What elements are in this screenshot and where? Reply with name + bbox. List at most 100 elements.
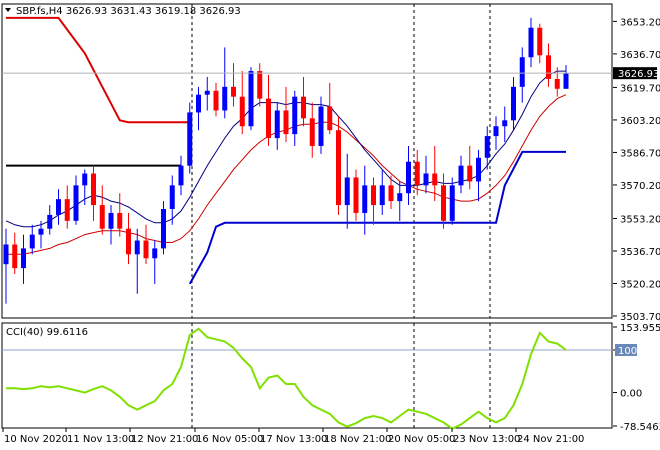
candle-body	[134, 240, 140, 255]
price-panel: 3653.20 3636.70 3619.70 3603.20 3586.70 3570.…	[1, 3, 660, 323]
price-tick-label: 3570.20	[620, 181, 660, 192]
candle-body	[239, 96, 245, 127]
candle-body	[29, 234, 35, 249]
candle-body	[371, 185, 376, 206]
time-tick-label: 23 Nov 13:00	[453, 434, 520, 445]
candle-body	[458, 165, 464, 186]
candle-body	[528, 27, 534, 58]
candle-body	[21, 248, 26, 269]
cci-tick-label: -78.5463	[620, 422, 660, 433]
candle-body	[283, 110, 289, 135]
time-tick-label: 24 Nov 21:00	[517, 434, 584, 445]
candle-body	[309, 118, 315, 146]
candle-body	[266, 98, 271, 139]
time-tick-label: 18 Nov 21:00	[324, 434, 391, 445]
cci-tick-label: 153.9559	[620, 323, 660, 334]
candle-body	[12, 244, 18, 269]
cci-line	[6, 327, 567, 430]
candle-body	[73, 185, 79, 221]
candle-body	[213, 90, 219, 111]
candle-body	[493, 126, 499, 137]
candle-body	[353, 177, 359, 213]
time-tick-label: 10 Nov 2020	[4, 434, 68, 445]
candle-body	[143, 240, 149, 259]
candle-body	[152, 248, 158, 259]
candle-body	[327, 106, 333, 131]
price-panel-frame	[1, 3, 613, 319]
candle-body	[108, 212, 114, 229]
price-tick-label: 3586.70	[620, 148, 660, 159]
candle-body	[344, 177, 350, 206]
time-tick-label: 16 Nov 05:00	[196, 434, 263, 445]
candle-body	[231, 86, 236, 97]
candle-body	[406, 161, 411, 194]
time-tick-label: 12 Nov 21:00	[131, 434, 198, 445]
candle-body	[467, 165, 473, 182]
candle-body	[292, 96, 298, 135]
price-tick-label: 3636.70	[620, 50, 660, 61]
symbol-header: SBP.fs,H4 3626.93 3631.43 3619.18 3626.9…	[16, 6, 241, 17]
candle-body	[3, 244, 9, 265]
candle-body	[423, 173, 429, 186]
time-tick-label: 17 Nov 13:00	[260, 434, 327, 445]
candle-body	[441, 185, 446, 221]
candle-body	[379, 185, 385, 206]
candle-body	[301, 96, 306, 119]
candle-body	[161, 208, 166, 249]
price-tick-label: 3503.70	[620, 312, 660, 323]
candle-body	[563, 73, 569, 89]
time-tick-label: 20 Nov 05:00	[388, 434, 455, 445]
price-tick-label: 3536.70	[620, 247, 660, 258]
candle-body	[38, 228, 44, 235]
candle-body	[222, 86, 228, 111]
candle-body	[56, 199, 61, 215]
candle-body	[336, 130, 341, 206]
candle-body	[388, 185, 394, 202]
upper-stop-line	[6, 16, 190, 124]
candle-body	[476, 157, 481, 182]
candle-body	[178, 165, 184, 186]
price-tick-label: 3619.70	[620, 83, 660, 94]
candle-body	[502, 120, 508, 127]
candle-body	[82, 173, 88, 186]
candle-body	[449, 185, 455, 221]
candle-body	[318, 106, 324, 146]
last-price-label: 3626.93	[618, 69, 659, 80]
cci-tick-label: 0.00	[620, 389, 642, 400]
candle-body	[47, 214, 53, 229]
candle-body	[204, 90, 210, 95]
candle-body	[546, 55, 551, 79]
candle-body	[99, 205, 105, 229]
candle-body	[414, 161, 420, 186]
candle-body	[257, 71, 263, 99]
candle-body	[537, 27, 543, 56]
candle-body	[196, 94, 201, 113]
cci-tick-label: 100	[618, 346, 637, 357]
candle-body	[397, 193, 403, 202]
price-tick-label: 3653.20	[620, 17, 660, 28]
lower-stop-line	[188, 150, 566, 285]
cci-panel-frame	[1, 322, 613, 429]
candle-body	[484, 136, 490, 158]
candle-body	[519, 57, 525, 87]
last-price-box	[613, 67, 657, 80]
candle-body	[554, 78, 560, 89]
candle-body	[117, 212, 123, 229]
candle-body	[64, 199, 70, 221]
candle-body	[511, 86, 516, 121]
candle-body	[169, 185, 175, 209]
price-tick-label: 3553.20	[620, 214, 660, 225]
collapse-triangle-icon[interactable]	[5, 8, 11, 12]
time-tick-label: 11 Nov 13:00	[67, 434, 134, 445]
cci-header: CCI(40) 99.6116	[6, 327, 88, 338]
candle-body	[91, 173, 96, 206]
candle-body	[362, 185, 368, 213]
candle-body	[432, 173, 438, 186]
candle-body	[248, 71, 254, 127]
cci-100-box	[615, 343, 637, 356]
candle-body	[274, 110, 280, 139]
cci-panel: 153.9559 100 0.00 -78.5463	[1, 322, 660, 433]
